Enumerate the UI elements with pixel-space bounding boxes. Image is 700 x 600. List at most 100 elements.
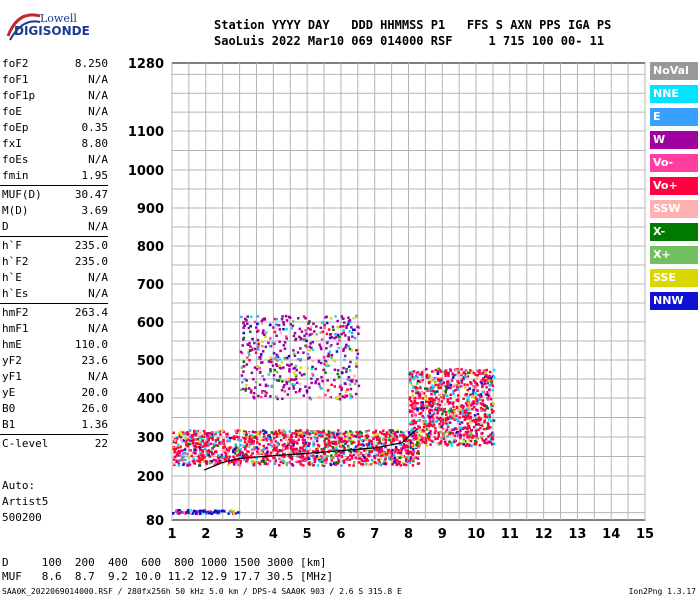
echo-point xyxy=(420,380,424,384)
logo-text-lowell: Lowell xyxy=(40,12,77,25)
echo-point xyxy=(298,460,302,463)
echo-point xyxy=(290,441,293,444)
echo-point xyxy=(487,423,490,426)
echo-point xyxy=(425,373,429,377)
echo-point xyxy=(419,373,422,376)
echo-point xyxy=(260,395,263,399)
echo-point xyxy=(362,456,366,459)
echo-point xyxy=(409,375,412,378)
echo-point xyxy=(413,376,416,379)
echo-point xyxy=(354,452,357,456)
echo-point xyxy=(465,407,468,410)
echo-point xyxy=(293,371,296,374)
echo-point xyxy=(489,433,492,437)
echo-point xyxy=(316,449,319,453)
echo-point xyxy=(348,437,352,440)
echo-point xyxy=(202,454,205,457)
echo-point xyxy=(456,380,459,383)
echo-point xyxy=(405,452,408,455)
echo-point xyxy=(378,461,381,464)
echo-point xyxy=(275,318,278,321)
echo-point xyxy=(449,431,453,434)
echo-point xyxy=(472,425,476,429)
echo-point xyxy=(379,430,382,434)
echo-point xyxy=(491,436,494,439)
param-name: foEs xyxy=(2,153,29,166)
echo-point xyxy=(422,392,426,395)
echo-point xyxy=(453,412,457,416)
echo-point xyxy=(464,417,467,420)
echo-point xyxy=(288,438,291,442)
echo-point xyxy=(289,323,292,326)
echo-point xyxy=(429,386,433,389)
echo-point xyxy=(267,360,271,363)
echo-point xyxy=(434,426,437,430)
echo-point xyxy=(450,410,454,414)
echo-point xyxy=(330,454,333,457)
echo-point xyxy=(347,338,351,341)
echo-point xyxy=(277,442,281,446)
echo-point xyxy=(353,382,357,386)
echo-point xyxy=(416,441,419,444)
echo-point xyxy=(409,439,412,442)
echo-point xyxy=(286,440,290,443)
echo-point xyxy=(257,343,260,346)
echo-point xyxy=(378,437,381,441)
echo-point xyxy=(327,443,330,446)
echo-point xyxy=(333,378,336,382)
echo-point xyxy=(488,384,491,387)
echo-point xyxy=(421,397,424,400)
echo-point xyxy=(316,446,320,449)
echo-point xyxy=(416,379,420,383)
echo-point xyxy=(484,371,488,375)
echo-point xyxy=(469,369,472,372)
echo-point xyxy=(212,443,216,446)
param-name: foEp xyxy=(2,121,29,134)
echo-point xyxy=(454,373,458,376)
echo-point xyxy=(357,461,361,464)
echo-point xyxy=(416,457,420,460)
echo-point xyxy=(342,452,346,456)
echo-point xyxy=(227,451,230,455)
echo-point xyxy=(194,442,198,445)
echo-point xyxy=(355,314,358,317)
echo-point xyxy=(287,443,290,446)
echo-point xyxy=(257,452,260,455)
echo-point xyxy=(421,379,424,382)
echo-point xyxy=(368,454,372,458)
echo-point xyxy=(382,429,385,433)
echo-point xyxy=(336,325,339,329)
echo-point xyxy=(352,453,356,457)
echo-point xyxy=(219,509,222,513)
echo-point xyxy=(420,392,424,395)
echo-point xyxy=(466,383,469,387)
echo-point xyxy=(301,451,304,454)
echo-point xyxy=(182,455,185,458)
echo-point xyxy=(252,378,255,381)
echo-point xyxy=(456,374,459,377)
echo-point xyxy=(243,431,246,435)
echo-point xyxy=(264,459,267,462)
y-tick-label: 600 xyxy=(137,316,164,331)
param-row: M(D) 3.69 xyxy=(0,203,112,219)
echo-point xyxy=(396,430,399,434)
echo-point xyxy=(368,439,372,443)
echo-point xyxy=(360,463,363,466)
echo-point xyxy=(299,455,302,459)
echo-point xyxy=(406,445,409,448)
echo-point xyxy=(258,356,261,359)
echo-point xyxy=(487,435,490,438)
echo-point xyxy=(443,393,447,397)
param-separator xyxy=(0,236,108,237)
echo-point xyxy=(312,450,315,453)
echo-point xyxy=(251,434,254,437)
echo-point xyxy=(281,397,284,400)
echo-point xyxy=(217,454,220,457)
echo-point xyxy=(245,433,248,437)
echo-point xyxy=(388,454,391,457)
echo-point xyxy=(222,461,225,465)
echo-point xyxy=(189,439,192,442)
echo-point xyxy=(439,419,443,423)
echo-point xyxy=(408,378,412,381)
echo-point xyxy=(490,402,493,406)
